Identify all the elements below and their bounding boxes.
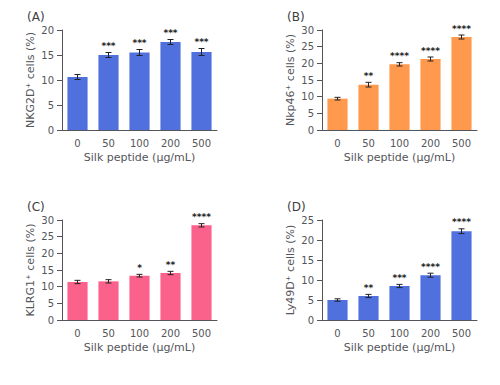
- svg-text:30: 30: [41, 215, 54, 226]
- svg-text:50: 50: [362, 328, 375, 339]
- svg-text:200: 200: [421, 328, 440, 339]
- svg-text:***: ***: [392, 273, 406, 283]
- svg-text:0: 0: [74, 138, 80, 149]
- svg-text:0: 0: [308, 125, 314, 136]
- svg-text:0: 0: [48, 125, 54, 136]
- svg-text:***: ***: [163, 28, 177, 38]
- svg-text:****: ****: [452, 217, 471, 227]
- svg-text:200: 200: [161, 138, 180, 149]
- svg-text:(D): (D): [287, 200, 306, 214]
- svg-text:Silk peptide (μg/mL): Silk peptide (μg/mL): [84, 341, 195, 354]
- svg-text:5: 5: [48, 100, 54, 111]
- svg-text:30: 30: [301, 25, 314, 36]
- svg-text:**: **: [364, 71, 374, 81]
- svg-text:0: 0: [308, 315, 314, 326]
- svg-text:500: 500: [192, 138, 211, 149]
- svg-text:0: 0: [48, 315, 54, 326]
- svg-text:500: 500: [452, 328, 471, 339]
- svg-text:15: 15: [41, 50, 54, 61]
- svg-text:15: 15: [301, 75, 314, 86]
- svg-text:200: 200: [161, 328, 180, 339]
- svg-text:***: ***: [132, 38, 146, 48]
- svg-text:10: 10: [301, 91, 314, 102]
- svg-text:20: 20: [41, 248, 54, 259]
- svg-text:***: ***: [194, 37, 208, 47]
- svg-text:****: ****: [192, 212, 211, 222]
- svg-text:**: **: [166, 260, 176, 270]
- svg-text:(C): (C): [27, 200, 45, 214]
- svg-text:****: ****: [421, 46, 440, 56]
- svg-text:0: 0: [334, 138, 340, 149]
- svg-text:10: 10: [41, 281, 54, 292]
- svg-text:100: 100: [390, 328, 409, 339]
- svg-text:25: 25: [301, 215, 314, 226]
- svg-text:NKG2D⁺ cells (%): NKG2D⁺ cells (%): [24, 32, 37, 128]
- svg-text:Nkp46⁺ cells (%): Nkp46⁺ cells (%): [284, 34, 297, 126]
- svg-text:10: 10: [41, 75, 54, 86]
- svg-text:****: ****: [421, 262, 440, 272]
- svg-text:*: *: [137, 263, 142, 273]
- svg-text:20: 20: [301, 235, 314, 246]
- svg-text:15: 15: [41, 265, 54, 276]
- svg-text:200: 200: [421, 138, 440, 149]
- svg-text:(A): (A): [27, 10, 45, 24]
- svg-text:100: 100: [390, 138, 409, 149]
- svg-text:100: 100: [130, 138, 149, 149]
- svg-text:****: ****: [390, 51, 409, 61]
- svg-text:50: 50: [362, 138, 375, 149]
- svg-text:5: 5: [308, 295, 314, 306]
- svg-text:500: 500: [452, 138, 471, 149]
- svg-text:**: **: [364, 283, 374, 293]
- svg-text:Silk peptide (μg/mL): Silk peptide (μg/mL): [344, 341, 455, 354]
- svg-text:5: 5: [48, 298, 54, 309]
- svg-text:KLRG1⁺ cells (%): KLRG1⁺ cells (%): [24, 223, 37, 316]
- svg-text:Silk peptide (μg/mL): Silk peptide (μg/mL): [344, 151, 455, 164]
- svg-text:500: 500: [192, 328, 211, 339]
- svg-text:0: 0: [74, 328, 80, 339]
- svg-text:Silk peptide (μg/mL): Silk peptide (μg/mL): [84, 151, 195, 164]
- svg-text:(B): (B): [287, 10, 305, 24]
- svg-text:0: 0: [334, 328, 340, 339]
- svg-text:5: 5: [308, 108, 314, 119]
- svg-text:10: 10: [301, 275, 314, 286]
- svg-text:25: 25: [301, 41, 314, 52]
- svg-text:***: ***: [101, 41, 115, 51]
- svg-text:Ly49D⁺ cells (%): Ly49D⁺ cells (%): [284, 225, 297, 316]
- svg-text:50: 50: [102, 138, 115, 149]
- svg-text:25: 25: [41, 231, 54, 242]
- svg-text:100: 100: [130, 328, 149, 339]
- svg-text:50: 50: [102, 328, 115, 339]
- svg-text:15: 15: [301, 255, 314, 266]
- svg-text:****: ****: [452, 24, 471, 34]
- svg-text:20: 20: [301, 58, 314, 69]
- svg-text:20: 20: [41, 25, 54, 36]
